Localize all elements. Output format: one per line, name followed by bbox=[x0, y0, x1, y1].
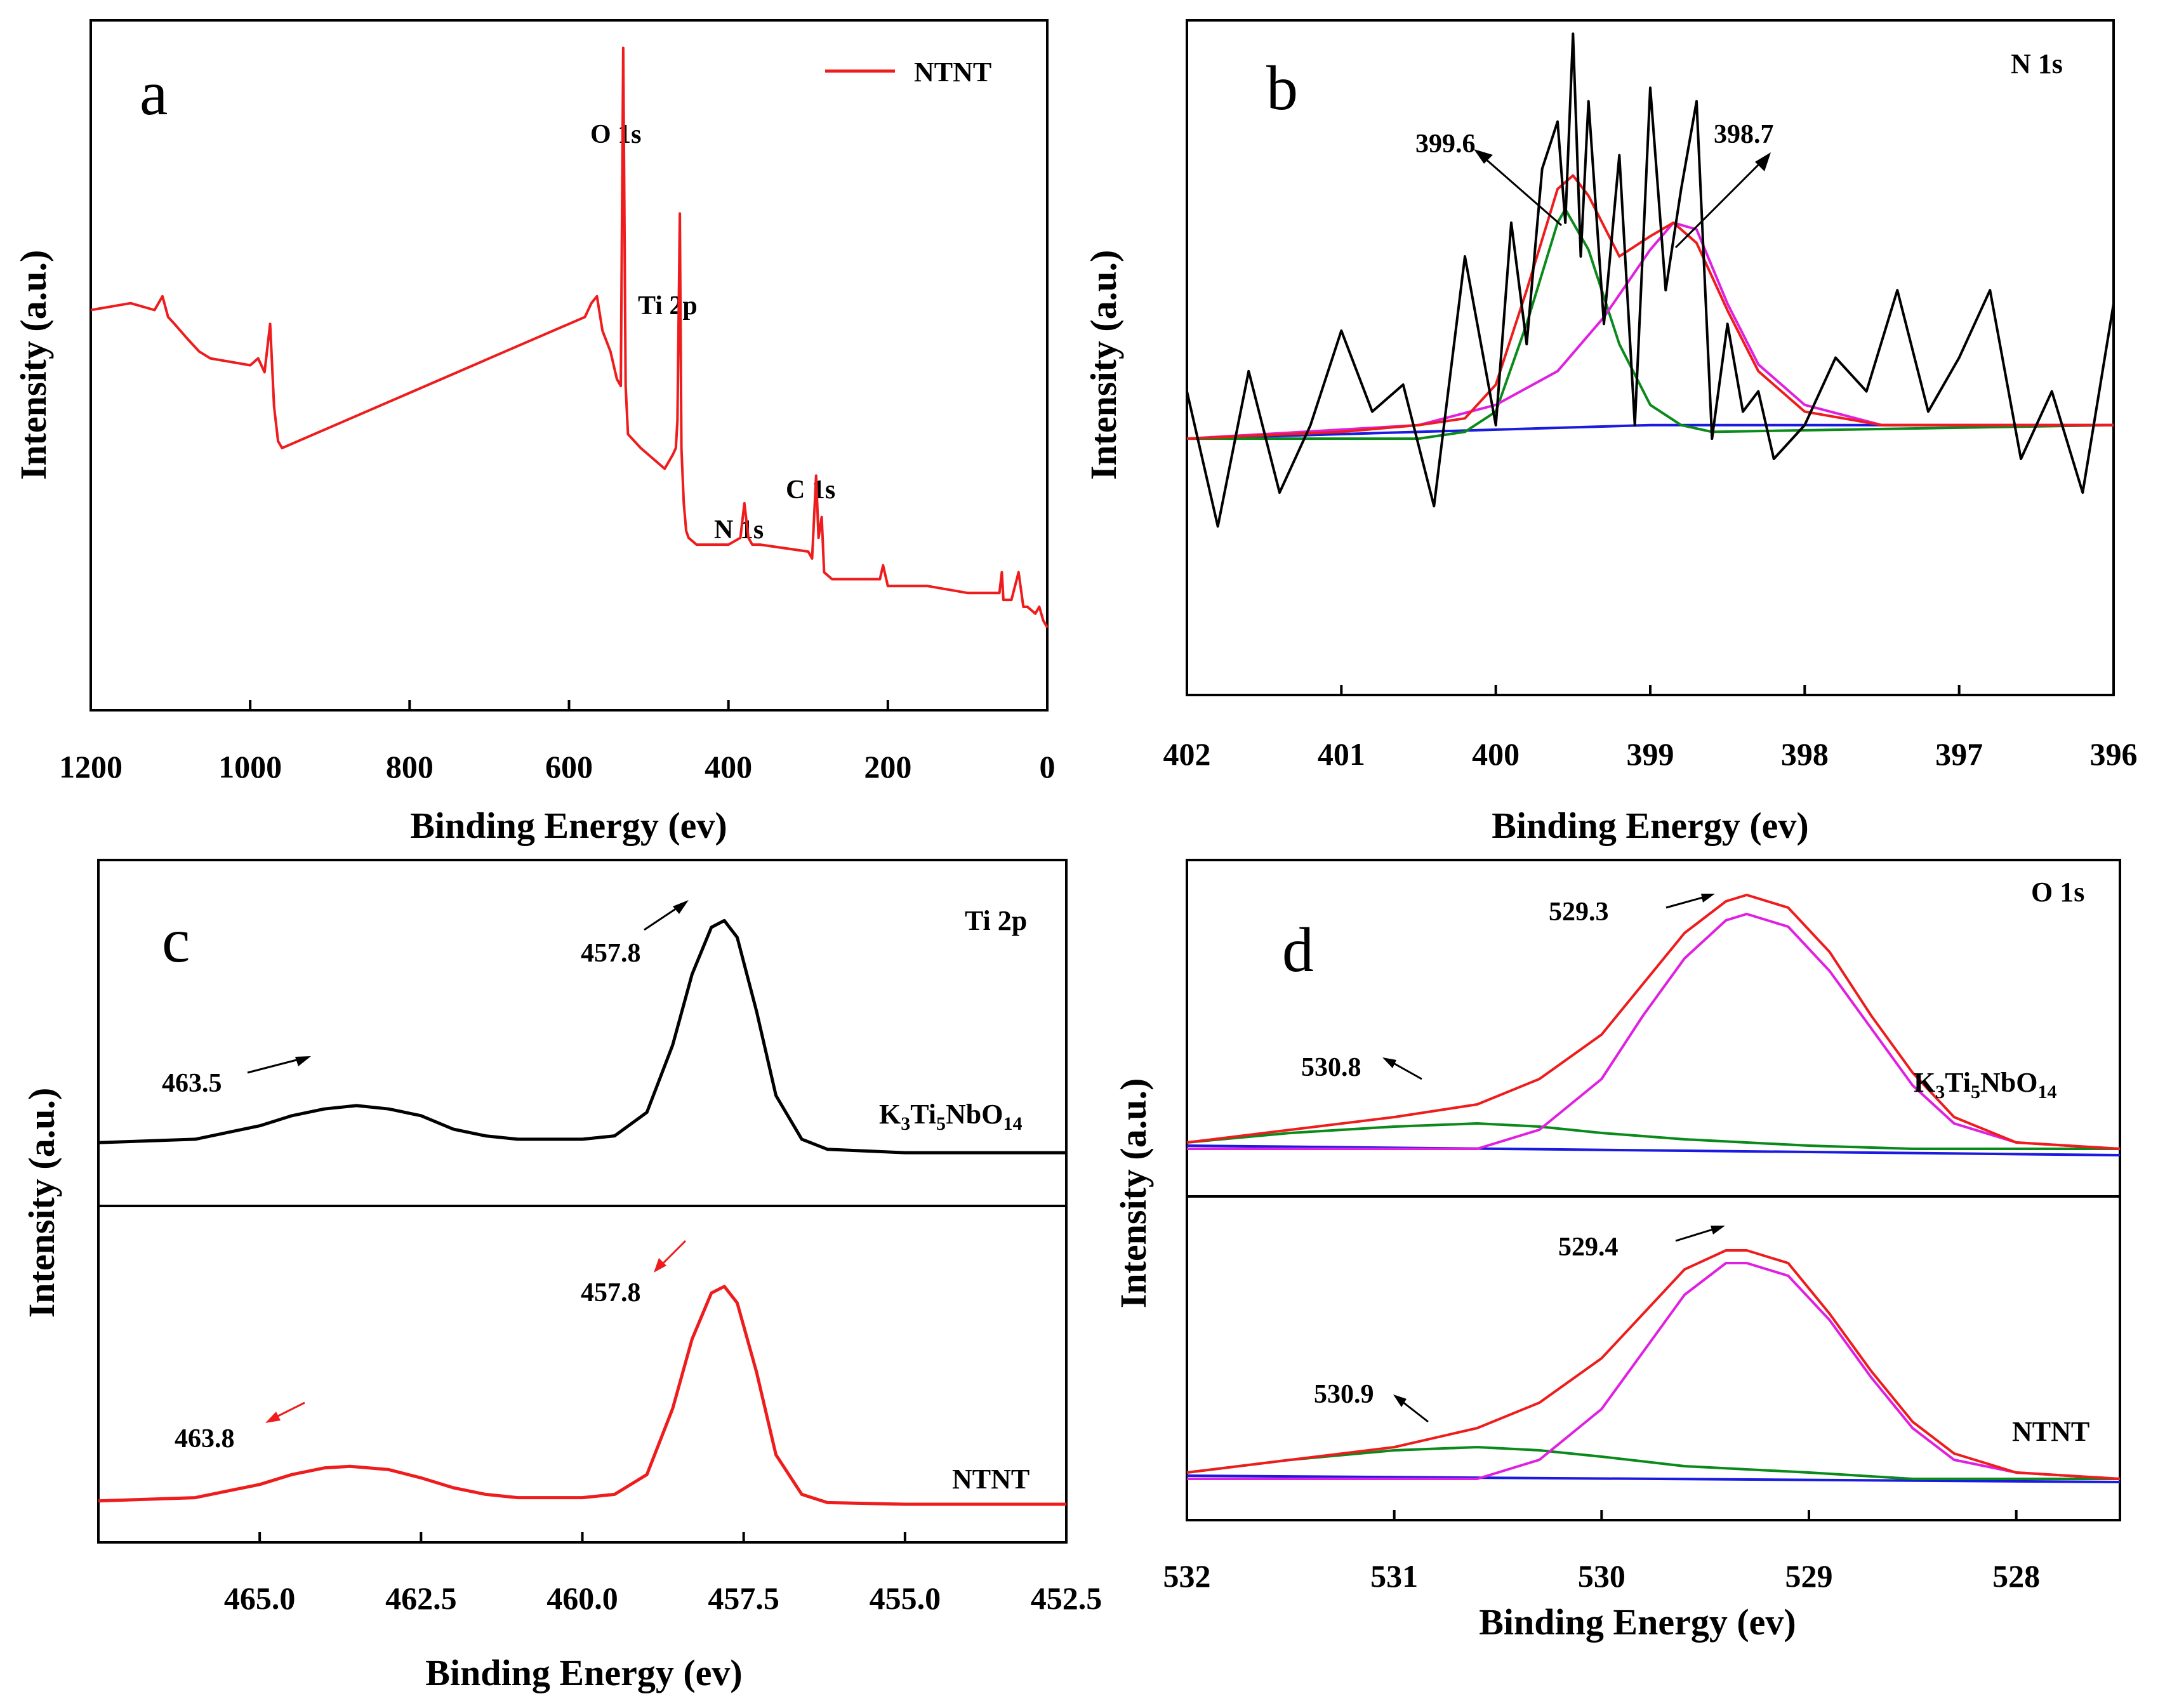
panel-d-top-envelope-line bbox=[1186, 894, 2121, 1150]
panel-c-top-peak-1: 457.8 bbox=[581, 939, 641, 968]
panel-b-peak-1: 399.6 bbox=[1415, 129, 1476, 159]
panel-a-peak-o1s: O 1s bbox=[590, 120, 642, 149]
panel-d-bottom-envelope-line bbox=[1186, 1249, 2121, 1480]
panel-a-series bbox=[90, 46, 1049, 628]
panel-c-tick-label: 457.5 bbox=[708, 1580, 779, 1616]
panel-b-raw-line bbox=[1186, 32, 2115, 528]
panel-b-tick-label: 400 bbox=[1472, 736, 1519, 772]
panel-b-tick-label: 399 bbox=[1627, 736, 1674, 772]
panel-a-peak-c1s: C 1s bbox=[786, 475, 835, 505]
panel-b: b N 1s 399.6 398.7 402 401 400 399 398 397 396… bbox=[1083, 19, 2138, 846]
panel-a-tick-label: 1000 bbox=[218, 749, 282, 784]
panel-b-title: N 1s bbox=[2011, 48, 2063, 79]
panel-d-bottom-peak-2: 530.9 bbox=[1314, 1380, 1374, 1409]
panel-d-top-arrow-2 bbox=[1382, 1057, 1422, 1080]
panel-c-xticks: 465.0 462.5 460.0 457.5 455.0 452.5 bbox=[224, 1532, 1102, 1616]
panel-d-ylabel: Intensity (a.u.) bbox=[1113, 1078, 1154, 1309]
panel-b-arrow-2 bbox=[1674, 152, 1771, 249]
panel-a-legend-label: NTNT bbox=[914, 56, 991, 88]
panel-d: d O 1s 529.3 530.8 529.4 530.9 K3Ti5NbO1… bbox=[1113, 859, 2121, 1643]
panel-a-tick-label: 200 bbox=[864, 749, 911, 784]
panel-a-tick-label: 600 bbox=[545, 749, 593, 784]
panel-c-ntnt-line bbox=[98, 1285, 1066, 1506]
panel-d-bottom-arrow-1 bbox=[1675, 1226, 1725, 1242]
panel-a-ntnt-line bbox=[90, 46, 1049, 628]
panel-b-tick-label: 401 bbox=[1318, 736, 1365, 772]
panel-d-top-arrow-1 bbox=[1665, 894, 1715, 909]
panel-c: c Ti 2p 457.8 463.5 457.8 463.8 K3Ti5NbO… bbox=[21, 859, 1102, 1693]
panel-a: a NTNT O 1s Ti 2p N 1s C 1s 1200 1000 800 6… bbox=[13, 19, 1056, 846]
panel-d-series bbox=[1186, 894, 2121, 1483]
panel-d-bottom-arrow-2 bbox=[1393, 1394, 1429, 1423]
panel-b-ylabel: Intensity (a.u.) bbox=[1083, 250, 1124, 480]
panel-c-tick-label: 452.5 bbox=[1031, 1580, 1102, 1616]
panel-b-xlabel: Binding Energy (ev) bbox=[1492, 805, 1809, 846]
panel-b-series bbox=[1186, 32, 2115, 528]
panel-a-tick-label: 0 bbox=[1040, 749, 1056, 784]
panel-c-bottom-arrow-1 bbox=[654, 1240, 687, 1273]
panel-d-tick-label: 529 bbox=[1785, 1558, 1833, 1594]
panel-d-top-sample: K3Ti5NbO14 bbox=[1914, 1067, 2057, 1102]
panel-c-ylabel: Intensity (a.u.) bbox=[21, 1088, 62, 1318]
panel-b-envelope-line bbox=[1186, 174, 2114, 440]
panel-d-tick-label: 530 bbox=[1578, 1558, 1625, 1594]
panel-d-bottom-background-line bbox=[1186, 1474, 2121, 1483]
panel-c-bottom-peak-2: 463.8 bbox=[175, 1424, 235, 1453]
panel-c-xlabel: Binding Energy (ev) bbox=[425, 1652, 743, 1693]
panel-a-tick-label: 800 bbox=[386, 749, 434, 784]
panel-c-letter: c bbox=[162, 905, 190, 976]
panel-c-title: Ti 2p bbox=[965, 905, 1027, 936]
panel-c-tick-label: 455.0 bbox=[870, 1580, 941, 1616]
panel-d-top-background-line bbox=[1186, 1144, 2121, 1156]
panel-c-tick-label: 460.0 bbox=[546, 1580, 618, 1616]
panel-b-tick-label: 402 bbox=[1163, 736, 1211, 772]
panel-d-top-peak-1: 529.3 bbox=[1549, 897, 1609, 927]
panel-d-tick-label: 531 bbox=[1370, 1558, 1418, 1594]
panel-c-bottom-arrow-2 bbox=[265, 1401, 305, 1423]
panel-a-peak-n1s: N 1s bbox=[714, 515, 764, 545]
panel-d-top-component-2-line bbox=[1186, 1122, 2120, 1150]
panel-d-frame bbox=[1186, 859, 2121, 1521]
panel-d-top-component-1-line bbox=[1187, 913, 2121, 1150]
panel-b-tick-label: 398 bbox=[1781, 736, 1829, 772]
panel-a-peak-ti2p: Ti 2p bbox=[638, 291, 698, 321]
panel-c-bottom-peak-1: 457.8 bbox=[581, 1278, 641, 1307]
panel-c-bottom-sample: NTNT bbox=[952, 1464, 1030, 1495]
panel-a-xticks: 1200 1000 800 600 400 200 0 bbox=[59, 700, 1056, 784]
panel-c-series bbox=[98, 918, 1066, 1506]
panel-c-tick-label: 462.5 bbox=[385, 1580, 457, 1616]
panel-c-tick-label: 465.0 bbox=[224, 1580, 296, 1616]
panel-c-top-sample: K3Ti5NbO14 bbox=[879, 1099, 1023, 1134]
panel-c-top-peak-2: 463.5 bbox=[162, 1069, 222, 1098]
panel-d-title: O 1s bbox=[2031, 877, 2084, 908]
panel-c-top-arrow-1 bbox=[644, 900, 689, 931]
panel-a-tick-label: 400 bbox=[705, 749, 752, 784]
panel-d-bottom-sample: NTNT bbox=[2012, 1416, 2089, 1447]
panel-c-top-arrow-2 bbox=[247, 1056, 311, 1074]
panel-b-arrow-1 bbox=[1474, 149, 1562, 227]
panel-b-letter: b bbox=[1266, 53, 1298, 123]
panel-b-frame bbox=[1186, 19, 2115, 696]
panel-d-top-peak-2: 530.8 bbox=[1301, 1053, 1361, 1082]
panel-a-ylabel: Intensity (a.u.) bbox=[13, 250, 54, 480]
panel-a-frame bbox=[89, 19, 1049, 712]
panel-b-xticks: 402 401 400 399 398 397 396 bbox=[1163, 685, 2138, 772]
panel-d-tick-label: 532 bbox=[1163, 1558, 1211, 1594]
panel-d-letter: d bbox=[1282, 915, 1314, 985]
panel-d-xticks: 532 531 530 529 528 bbox=[1163, 1510, 2040, 1594]
panel-d-xlabel: Binding Energy (ev) bbox=[1479, 1601, 1796, 1643]
panel-b-tick-label: 397 bbox=[1935, 736, 1983, 772]
panel-a-letter: a bbox=[140, 58, 168, 128]
panel-d-tick-label: 528 bbox=[1992, 1558, 2040, 1594]
panel-b-peak-2: 398.7 bbox=[1714, 120, 1774, 149]
panel-b-tick-label: 396 bbox=[2090, 736, 2138, 772]
panel-d-bottom-component-2-line bbox=[1186, 1446, 2120, 1480]
panel-a-xlabel: Binding Energy (ev) bbox=[410, 805, 727, 846]
panel-d-bottom-component-1-line bbox=[1187, 1262, 2121, 1480]
panel-a-tick-label: 1200 bbox=[59, 749, 122, 784]
panel-c-k3-line bbox=[98, 918, 1066, 1155]
panel-d-bottom-peak-1: 529.4 bbox=[1558, 1233, 1619, 1262]
